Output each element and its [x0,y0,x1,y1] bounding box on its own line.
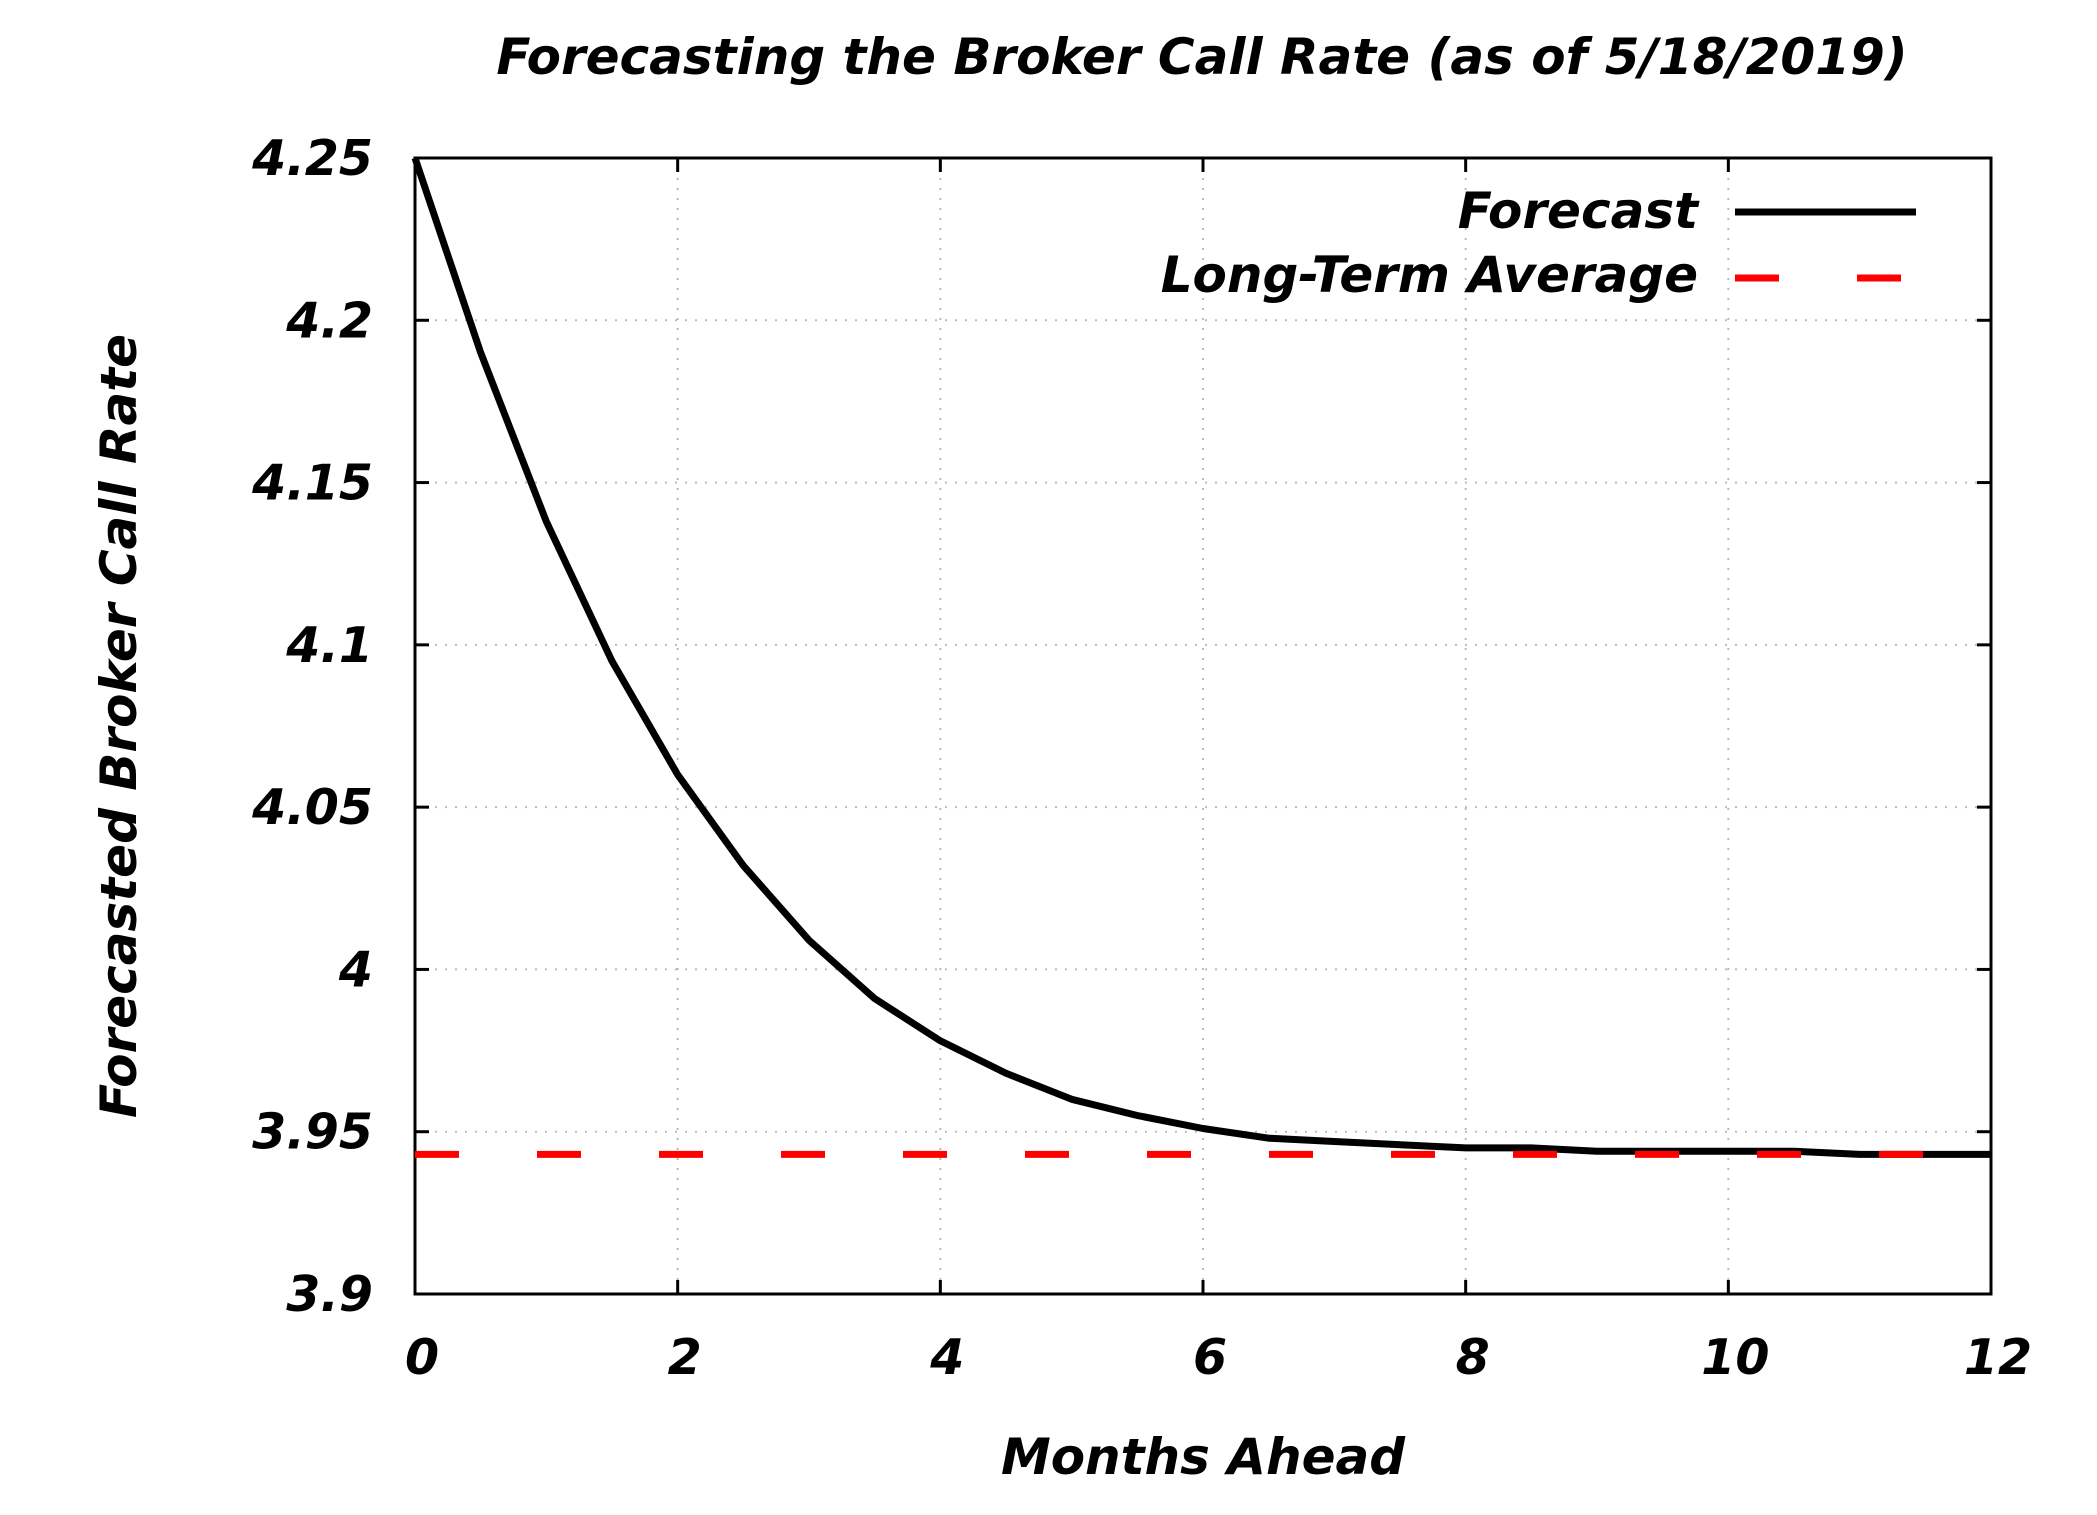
x-tick-label: 0 [405,1329,439,1386]
y-tick-label: 4.05 [251,779,373,836]
y-tick-label: 4.2 [285,292,373,349]
x-tick-label: 2 [668,1329,702,1386]
y-tick-label: 4.25 [251,130,373,187]
series-lines [411,156,1991,1158]
legend-label-forecast: Forecast [1458,182,1700,240]
y-tick-label: 4 [338,941,373,998]
legend: Forecast Long-Term Average [1161,182,1916,304]
x-tick-labels: 0 2 4 6 8 10 12 [405,1329,2032,1386]
series-line-forecast [411,156,1991,1158]
chart-title: Forecasting the Broker Call Rate (as of … [496,28,1907,86]
y-tick-labels: 3.9 3.95 4 4.05 4.1 4.15 4.2 4.25 [251,130,373,1323]
x-tick-label: 12 [1964,1329,2032,1386]
legend-label-long-term-average: Long-Term Average [1161,246,1698,304]
y-axis-label: Forecasted Broker Call Rate [90,334,148,1118]
tick-marks [413,156,1993,1296]
y-tick-label: 4.1 [285,617,373,674]
x-axis-label: Months Ahead [1001,1428,1406,1486]
x-tick-label: 8 [1456,1329,1490,1386]
x-tick-label: 6 [1193,1329,1227,1386]
y-tick-label: 3.95 [252,1104,373,1161]
y-tick-label: 3.9 [286,1266,373,1323]
y-tick-label: 4.15 [251,455,373,512]
x-tick-label: 10 [1701,1329,1769,1386]
x-tick-label: 4 [929,1329,964,1386]
